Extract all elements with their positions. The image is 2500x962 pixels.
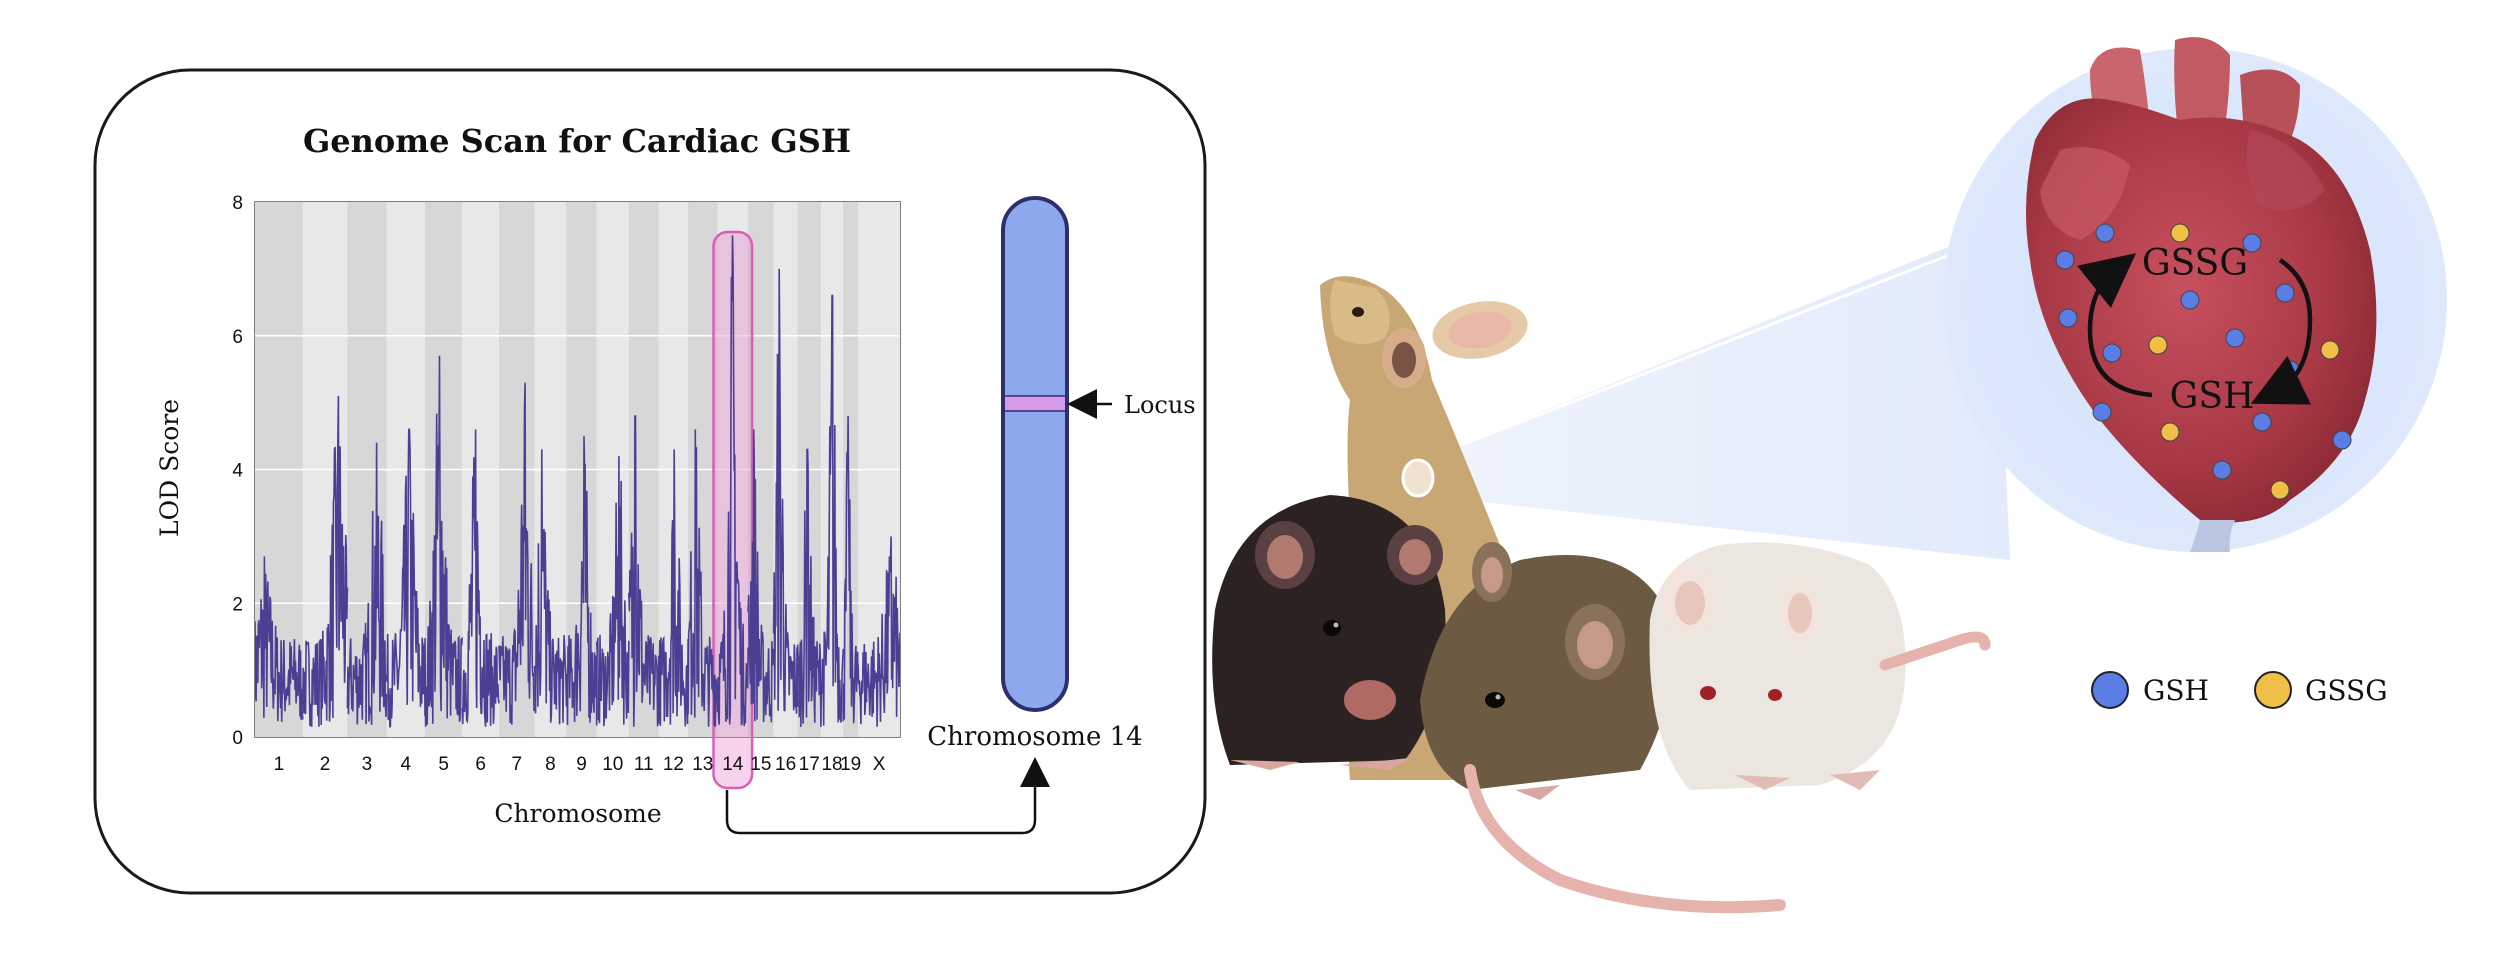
x-tick-label-16: 16 <box>775 754 796 775</box>
x-tick-label-14: 14 <box>722 754 744 775</box>
lod-trace-chr-4 <box>385 428 426 728</box>
x-tick-label-10: 10 <box>602 754 623 775</box>
lod-trace-chr-12 <box>657 449 689 727</box>
y-axis-label: LOD Score <box>155 399 184 537</box>
lod-trace-chr-6 <box>461 429 500 727</box>
x-tick-label-13: 13 <box>692 754 713 775</box>
x-tick-label-12: 12 <box>663 754 684 775</box>
lod-trace-chr-5 <box>424 355 463 727</box>
chart-title: Genome Scan for Cardiac GSH <box>303 122 851 160</box>
x-tick-label-6: 6 <box>475 754 486 775</box>
lod-trace-chr-18 <box>820 294 844 726</box>
x-tick-label-X: X <box>873 754 886 775</box>
locus-band <box>1005 395 1065 411</box>
black-mouse <box>1212 495 1446 770</box>
lod-trace-chr-11 <box>628 415 660 727</box>
heart-illustration <box>2026 37 2377 552</box>
x-tick-label-4: 4 <box>400 754 411 775</box>
gsh-dot <box>2055 250 2075 270</box>
x-tick-label-17: 17 <box>799 754 820 775</box>
x-tick-label-8: 8 <box>545 754 556 775</box>
connector-arrow <box>725 757 1050 835</box>
cycle-label-gssg: GSSG <box>2142 243 2248 284</box>
legend: GSH GSSG <box>2091 671 2388 709</box>
x-tick-label-9: 9 <box>576 754 587 775</box>
gsh-dot <box>2332 430 2352 450</box>
chromosome-14 <box>1001 196 1069 712</box>
y-tick-label: 2 <box>232 594 243 615</box>
gssg-dot <box>2320 340 2340 360</box>
x-tick-label-1: 1 <box>274 754 285 775</box>
chromosome-label: Chromosome 14 <box>927 722 1142 752</box>
x-tick-label-11: 11 <box>634 754 654 775</box>
zoom-callout <box>1417 228 2010 562</box>
gsh-dot <box>2242 233 2262 253</box>
gsh-dot <box>2225 328 2245 348</box>
x-tick-label-3: 3 <box>362 754 373 775</box>
lod-trace-chr-13 <box>687 429 719 727</box>
x-tick-label-2: 2 <box>320 754 331 775</box>
lod-trace-chr-3 <box>346 442 388 726</box>
gsh-dot <box>2058 308 2078 328</box>
legend-label-gsh: GSH <box>2143 674 2209 707</box>
gsh-dot <box>2212 460 2232 480</box>
legend-item-gssg: GSSG <box>2254 671 2388 709</box>
heart-zoom: GSSG GSH <box>1943 37 2447 552</box>
lod-trace-chr-2 <box>302 395 349 727</box>
lod-trace-chr-16 <box>772 268 799 714</box>
y-tick-label: 4 <box>232 461 243 482</box>
y-tick-label: 8 <box>232 193 243 214</box>
y-tick-label: 6 <box>232 327 243 348</box>
lod-trace-chr-15 <box>747 429 775 723</box>
locus-label: Locus <box>1124 391 1196 419</box>
lod-trace-chr-17 <box>796 448 822 728</box>
lod-trace-chr-19 <box>842 415 859 724</box>
legend-label-gssg: GSSG <box>2305 674 2388 707</box>
gsh-dot <box>2275 283 2295 303</box>
gssg-dot <box>2148 335 2168 355</box>
brown-mouse <box>1420 542 1786 914</box>
legend-item-gsh: GSH <box>2091 671 2209 709</box>
gssg-dot <box>2160 422 2180 442</box>
gsh-dot <box>2102 343 2122 363</box>
gsh-dot <box>2095 223 2115 243</box>
gssg-dot <box>2170 223 2190 243</box>
x-tick-label-5: 5 <box>438 754 449 775</box>
cycle-label-gsh: GSH <box>2170 376 2255 417</box>
y-tick-label: 0 <box>232 728 243 749</box>
gsh-dot <box>2180 290 2200 310</box>
mice-group <box>1212 276 1991 914</box>
lod-trace-chr-X <box>857 536 900 727</box>
locus-pointer: Locus <box>1067 389 1196 419</box>
lod-trace-chr-8 <box>533 449 568 725</box>
gsh-dot <box>2092 402 2112 422</box>
redox-cycle-arrows <box>2077 253 2313 405</box>
x-tick-label-19: 19 <box>840 754 861 775</box>
lod-trace-chr-1 <box>255 556 304 722</box>
x-axis-label: Chromosome <box>494 799 661 828</box>
lod-trace-chr-14 <box>716 235 749 727</box>
x-tick-label-15: 15 <box>750 754 771 775</box>
lod-trace-chr-7 <box>498 382 536 725</box>
white-mouse <box>1649 542 1991 790</box>
gsh-dot <box>2252 412 2272 432</box>
gssg-dot <box>2270 480 2290 500</box>
lod-trace-chr-10 <box>595 456 630 727</box>
x-tick-label-7: 7 <box>511 754 522 775</box>
x-tick-label-18: 18 <box>821 754 842 775</box>
lod-trace-chr-9 <box>565 436 598 726</box>
